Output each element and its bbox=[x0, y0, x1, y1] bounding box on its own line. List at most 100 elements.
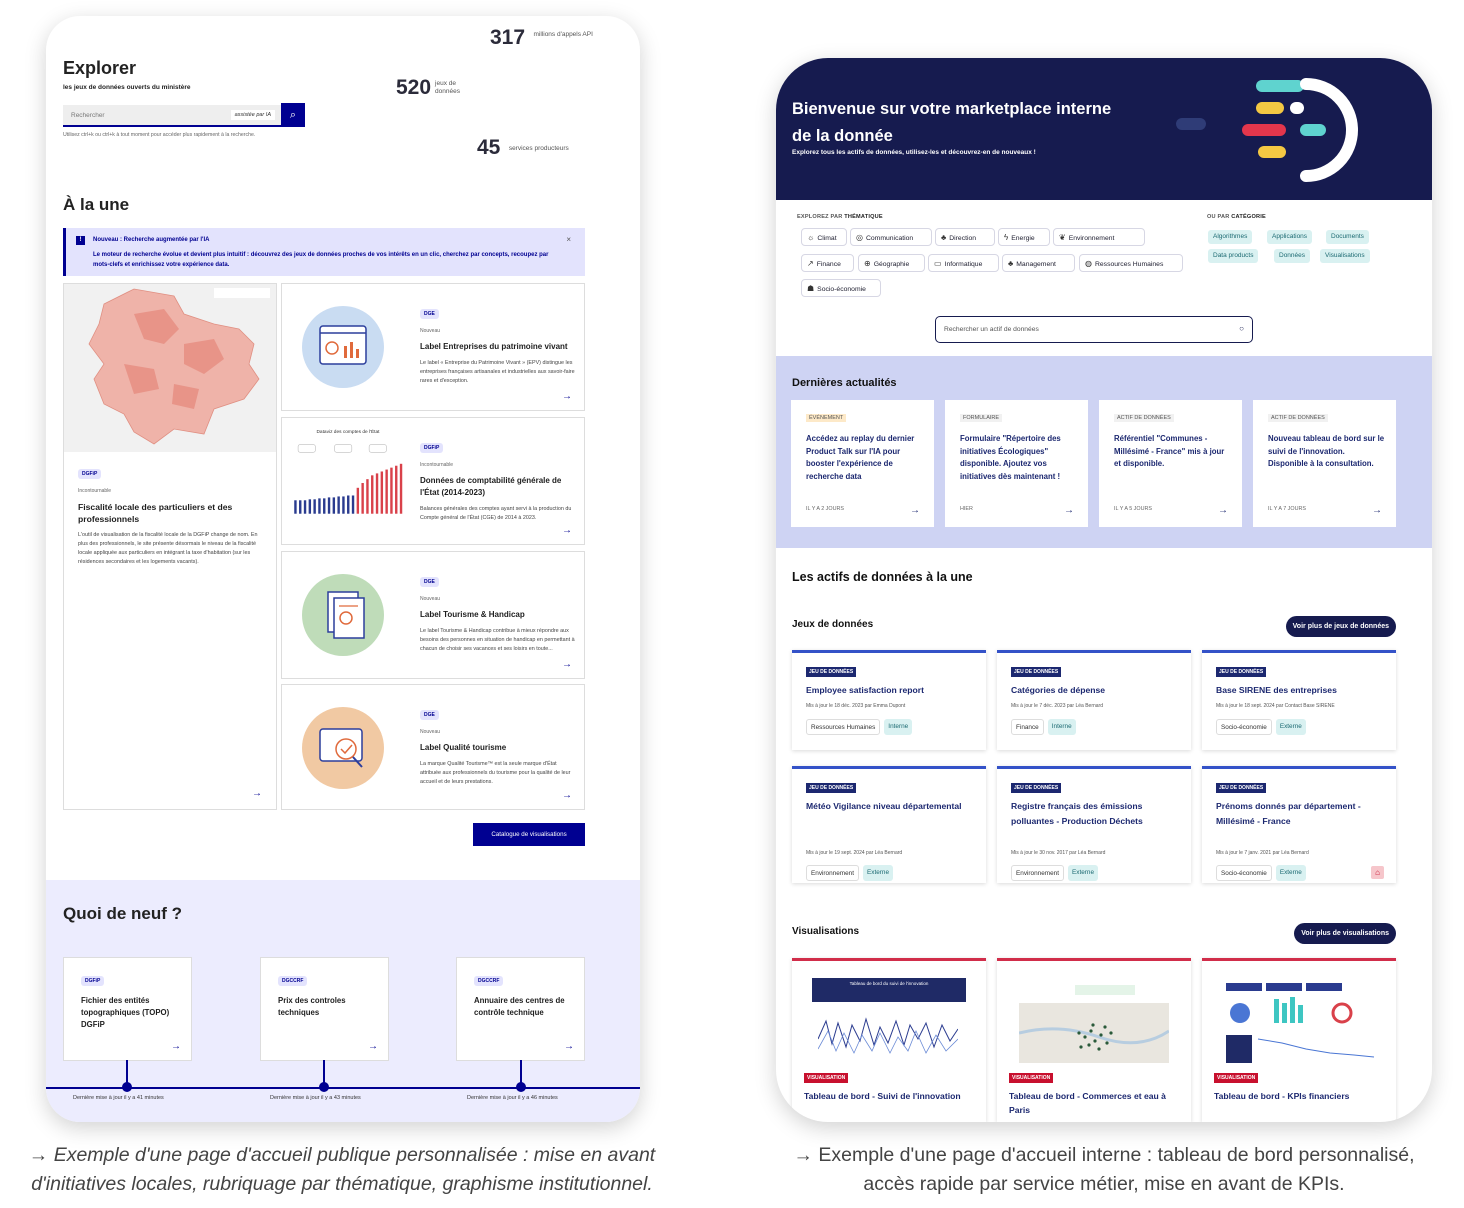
news-card[interactable]: ACTIF DE DONNÉES Nouveau tableau de bord … bbox=[1253, 400, 1396, 527]
ia-search-badge[interactable]: assistée par IA bbox=[230, 110, 275, 120]
visualisation-card[interactable]: VISUALISATION Tableau de bord - Commerce… bbox=[997, 958, 1191, 1122]
category-chip-visualisations[interactable]: Visualisations bbox=[1320, 249, 1370, 263]
arrow-right-icon[interactable]: → bbox=[910, 505, 920, 516]
feature-card-qualite-tourisme[interactable]: DGE Nouveau Label Qualité tourisme La ma… bbox=[281, 684, 585, 810]
assets-section-title: Les actifs de données à la une bbox=[792, 570, 973, 584]
dataset-badge: JEU DE DONNÉES bbox=[1216, 783, 1267, 793]
feature-card-tourisme-handicap[interactable]: DGE Nouveau Label Tourisme & Handicap Le… bbox=[281, 551, 585, 679]
dataset-theme[interactable]: Socio-économie bbox=[1216, 865, 1272, 881]
dataset-card[interactable]: JEU DE DONNÉES Base SIRENE des entreprise… bbox=[1202, 650, 1396, 750]
theme-chip-climat[interactable]: ☼ Climat bbox=[801, 228, 847, 246]
arrow-right-icon[interactable]: → bbox=[562, 659, 572, 670]
arrow-right-icon[interactable]: → bbox=[1218, 505, 1228, 516]
hero-subtitle: Explorez tous les actifs de données, uti… bbox=[792, 149, 1036, 156]
kpi-dashboard-graphic bbox=[1226, 983, 1375, 1063]
arrow-right-icon[interactable]: → bbox=[562, 391, 572, 402]
dataset-card[interactable]: JEU DE DONNÉES Employee satisfaction repo… bbox=[792, 650, 986, 750]
dataset-badge: JEU DE DONNÉES bbox=[806, 667, 857, 677]
arrow-right-icon[interactable]: → bbox=[562, 525, 572, 536]
source-tag: DGE bbox=[420, 309, 439, 319]
theme-label: Socio-économie bbox=[817, 286, 866, 293]
news-card[interactable]: FORMULAIRE Formulaire "Répertoire des ini… bbox=[945, 400, 1088, 527]
dataset-theme[interactable]: Environnement bbox=[806, 865, 859, 881]
label-prefix: OU PAR bbox=[1207, 214, 1232, 220]
theme-chip-g-ographie[interactable]: ⊕ Géographie bbox=[858, 254, 925, 272]
source-tag: DGFiP bbox=[78, 469, 102, 479]
search-icon[interactable]: ○ bbox=[1239, 324, 1244, 333]
label-strong: THÉMATIQUE bbox=[844, 214, 883, 220]
feature-description: Le label « Entreprise du Patrimoine Viva… bbox=[420, 360, 575, 384]
theme-icon: ☼ bbox=[807, 233, 815, 242]
visualisation-card[interactable]: VISUALISATION Tableau de bord - KPIs fin… bbox=[1202, 958, 1396, 1122]
dataset-access: Externe bbox=[862, 865, 894, 881]
feature-description: Le label Tourisme & Handicap contribue à… bbox=[420, 628, 575, 652]
dataset-meta: Mis à jour le 7 déc. 2023 par Léa Bernar… bbox=[1011, 703, 1103, 709]
arrow-right-icon[interactable]: → bbox=[564, 1041, 574, 1052]
theme-chip-communication[interactable]: ◎ Communication bbox=[850, 228, 932, 246]
feature-title: Label Qualité tourisme bbox=[420, 743, 507, 752]
theme-chip-finance[interactable]: ↗ Finance bbox=[801, 254, 854, 272]
news-card[interactable]: DGCCRF Annuaire des centres de contrôle … bbox=[456, 957, 585, 1061]
more-datasets-button[interactable]: Voir plus de jeux de données bbox=[1285, 616, 1396, 637]
search-button[interactable]: ⌕ bbox=[281, 103, 305, 127]
arrow-right-icon[interactable]: → bbox=[1372, 505, 1382, 516]
arrow-right-icon[interactable]: → bbox=[1064, 505, 1074, 516]
dataset-theme[interactable]: Finance bbox=[1011, 719, 1044, 735]
internal-homepage-screenshot: Bienvenue sur votre marketplace interne … bbox=[776, 58, 1432, 1122]
search-input[interactable]: Rechercher assistée par IA ⌕ bbox=[63, 103, 305, 127]
category-chip-data-products[interactable]: Data products bbox=[1208, 249, 1259, 263]
dataset-theme[interactable]: Ressources Humaines bbox=[806, 719, 881, 735]
close-icon[interactable]: × bbox=[566, 235, 571, 244]
theme-chip-socio-conomie[interactable]: ☗ Socio-économie bbox=[801, 279, 881, 297]
news-card[interactable]: DGFiP Fichier des entités topographiques… bbox=[63, 957, 192, 1061]
map-graphic bbox=[1019, 1003, 1169, 1063]
dataset-card[interactable]: JEU DE DONNÉES Météo Vigilance niveau dép… bbox=[792, 766, 986, 883]
visualisation-title: Tableau de bord - Suivi de l'innovation bbox=[804, 1091, 961, 1101]
dataset-theme[interactable]: Socio-économie bbox=[1216, 719, 1272, 735]
dataset-card[interactable]: JEU DE DONNÉES Catégories de dépense Mis à… bbox=[997, 650, 1191, 750]
notice-title: Nouveau : Recherche augmentée par l'IA bbox=[93, 237, 210, 243]
news-card[interactable]: ACTIF DE DONNÉES Référentiel "Communes - … bbox=[1099, 400, 1242, 527]
visualisations-title: Visualisations bbox=[792, 926, 860, 937]
theme-icon: ▭ bbox=[934, 259, 942, 268]
theme-chip-management[interactable]: ♣ Management bbox=[1002, 254, 1075, 272]
news-card[interactable]: ÉVÉNEMENT Accédez au replay du dernier Pr… bbox=[791, 400, 934, 527]
search-input[interactable]: Rechercher un actif de données ○ bbox=[935, 316, 1253, 343]
dataset-access: Externe bbox=[1067, 865, 1099, 881]
feature-card-comptabilite[interactable]: Dataviz des comptes de l'État DGFiP Inco… bbox=[281, 417, 585, 545]
theme-icon: ◎ bbox=[856, 233, 863, 242]
news-card[interactable]: DGCCRF Prix des controles techniques → bbox=[260, 957, 389, 1061]
more-visualisations-button[interactable]: Voir plus de visualisations bbox=[1294, 923, 1396, 944]
section-title-quoi-de-neuf: Quoi de neuf ? bbox=[63, 904, 182, 923]
theme-chip-energie[interactable]: ϟ Energie bbox=[998, 228, 1050, 246]
arrow-right-icon[interactable]: → bbox=[562, 790, 572, 801]
feature-card-fiscalite[interactable]: DGFiP Incontournable Fiscalité locale de… bbox=[63, 283, 277, 810]
category-chip-applications[interactable]: Applications bbox=[1267, 230, 1313, 244]
theme-chip-environnement[interactable]: ❦ Environnement bbox=[1053, 228, 1145, 246]
theme-chip-informatique[interactable]: ▭ Informatique bbox=[928, 254, 999, 272]
visualisation-card[interactable]: Tableau de bord du suivi de l'innovation… bbox=[792, 958, 986, 1122]
feature-description: La marque Qualité Tourisme™ est la seule… bbox=[420, 761, 571, 785]
arrow-right-icon[interactable]: → bbox=[252, 788, 262, 799]
news-kind: ÉVÉNEMENT bbox=[806, 414, 847, 422]
timeline-line bbox=[46, 1087, 640, 1089]
page-subtitle: les jeux de données ouverts du ministère bbox=[63, 84, 191, 91]
category-chip-donn-es[interactable]: Données bbox=[1274, 249, 1311, 263]
theme-chip-direction[interactable]: ♣ Direction bbox=[935, 228, 995, 246]
dataset-access: Externe bbox=[1275, 865, 1306, 881]
update-time: Dernière mise à jour il y a 43 minutes bbox=[270, 1095, 361, 1101]
arrow-right-icon[interactable]: → bbox=[368, 1041, 378, 1052]
ai-search-notice: ! Nouveau : Recherche augmentée par l'IA… bbox=[63, 228, 585, 276]
timeline-dot bbox=[319, 1082, 329, 1092]
category-chip-algorithmes[interactable]: Algorithmes bbox=[1208, 230, 1253, 244]
dataset-theme[interactable]: Environnement bbox=[1011, 865, 1064, 881]
catalog-button[interactable]: Catalogue de visualisations bbox=[473, 823, 585, 846]
theme-chip-ressources-humaines[interactable]: ◍ Ressources Humaines bbox=[1079, 254, 1183, 272]
dataset-card[interactable]: JEU DE DONNÉES Registre français des émis… bbox=[997, 766, 1191, 883]
stat-producers: 45 services producteurs bbox=[477, 136, 569, 160]
feature-kicker: Nouveau bbox=[420, 596, 441, 602]
feature-card-epv[interactable]: DGE Nouveau Label Entreprises du patrimo… bbox=[281, 283, 585, 411]
category-chip-documents[interactable]: Documents bbox=[1326, 230, 1369, 244]
dataset-card[interactable]: JEU DE DONNÉES Prénoms donnés par départe… bbox=[1202, 766, 1396, 883]
arrow-right-icon[interactable]: → bbox=[171, 1041, 181, 1052]
